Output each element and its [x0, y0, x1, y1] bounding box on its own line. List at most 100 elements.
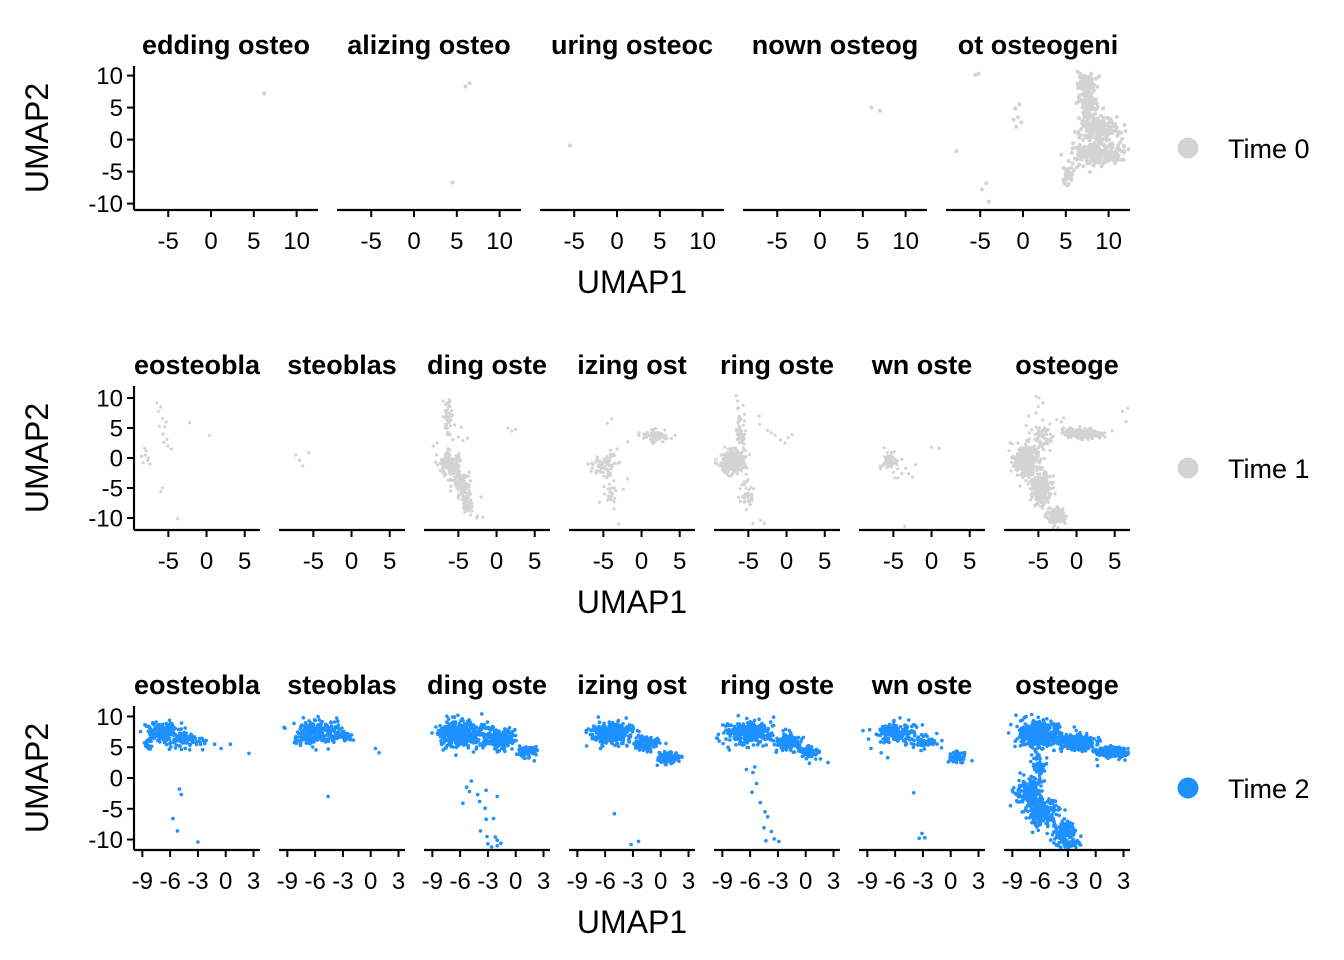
data-point: [448, 735, 453, 739]
data-point: [467, 483, 471, 487]
data-point: [731, 458, 735, 462]
data-point: [526, 745, 531, 750]
data-point: [1115, 133, 1120, 138]
data-point: [659, 754, 664, 758]
data-point: [439, 734, 443, 739]
data-point: [658, 741, 662, 745]
data-point: [299, 731, 304, 736]
data-point: [610, 491, 614, 495]
data-point: [881, 464, 885, 468]
x-tick-label: 0: [1016, 228, 1029, 255]
data-point: [495, 843, 500, 848]
data-point: [142, 741, 147, 745]
data-point: [722, 459, 726, 463]
data-point: [1049, 518, 1053, 522]
data-point: [459, 741, 463, 745]
data-point: [200, 747, 205, 752]
legend: Time 0: [1177, 134, 1310, 164]
data-point: [600, 462, 605, 466]
data-point: [1066, 430, 1070, 434]
data-point: [586, 727, 591, 731]
x-tick-label: -5: [564, 228, 585, 255]
data-point: [1042, 503, 1046, 507]
data-point: [602, 474, 606, 478]
strip-title: wn oste: [871, 350, 973, 380]
data-point: [506, 743, 510, 748]
data-point: [606, 458, 610, 462]
data-point: [1088, 129, 1093, 134]
data-point: [726, 447, 731, 451]
data-point: [262, 91, 267, 96]
data-point: [589, 469, 593, 473]
data-point: [1040, 467, 1044, 471]
data-point: [1038, 472, 1042, 476]
data-point: [1042, 471, 1046, 475]
x-tick-label: 5: [450, 228, 463, 255]
data-point: [1099, 153, 1104, 158]
data-point: [607, 720, 612, 724]
data-point: [457, 455, 461, 460]
data-point: [447, 722, 452, 726]
data-point: [166, 722, 170, 727]
data-point: [182, 740, 187, 744]
data-point: [201, 739, 206, 743]
data-points: [262, 91, 267, 96]
strip-title-group: ot osteogeni: [958, 30, 1119, 60]
data-point: [467, 81, 472, 86]
data-point: [309, 740, 314, 745]
data-point: [169, 447, 173, 451]
data-point: [1076, 436, 1080, 440]
strip-title-group: edding osteo: [142, 30, 310, 60]
data-point: [1103, 431, 1107, 435]
data-point: [1019, 472, 1024, 476]
data-point: [610, 417, 614, 421]
data-point: [1034, 425, 1038, 429]
x-tick-label: 3: [392, 868, 405, 895]
data-point: [1011, 464, 1015, 468]
data-point: [608, 471, 612, 475]
data-point: [778, 438, 783, 442]
data-point: [1088, 433, 1092, 437]
data-point: [468, 720, 472, 724]
data-point: [1023, 448, 1027, 452]
data-point: [1064, 171, 1069, 176]
data-point: [1030, 473, 1034, 477]
data-point: [510, 741, 515, 746]
data-point: [1089, 71, 1093, 76]
y-axis-title: UMAP2: [19, 403, 55, 513]
data-point: [452, 423, 457, 427]
data-point: [497, 743, 501, 748]
data-point: [1042, 500, 1046, 504]
data-point: [294, 453, 298, 457]
data-point: [644, 742, 648, 747]
data-point: [741, 403, 745, 407]
facet-panel: eosteobla-9 -6 -3 0 3: [132, 670, 261, 895]
data-point: [613, 725, 618, 730]
data-point: [464, 734, 469, 739]
data-point: [620, 741, 624, 746]
strip-title: ring oste: [720, 350, 834, 380]
data-point: [626, 477, 630, 481]
data-point: [607, 487, 611, 491]
x-tick-label: -5: [361, 228, 382, 255]
data-point: [473, 740, 478, 745]
data-point: [1087, 109, 1092, 114]
data-point: [654, 433, 658, 437]
y-tick-label: -10: [88, 506, 123, 533]
data-point: [166, 444, 170, 448]
data-point: [669, 750, 674, 755]
data-point: [451, 438, 455, 442]
strip-title: uring osteoc: [551, 30, 713, 60]
data-point: [1037, 461, 1041, 465]
data-point: [1113, 161, 1117, 166]
data-point: [762, 521, 767, 526]
data-point: [725, 456, 729, 460]
data-point: [448, 467, 452, 471]
data-point: [458, 459, 462, 463]
data-point: [742, 419, 747, 423]
data-point: [1091, 149, 1096, 154]
data-point: [1034, 394, 1038, 398]
data-point: [1023, 442, 1028, 446]
data-point: [465, 497, 469, 501]
data-point: [450, 409, 454, 413]
